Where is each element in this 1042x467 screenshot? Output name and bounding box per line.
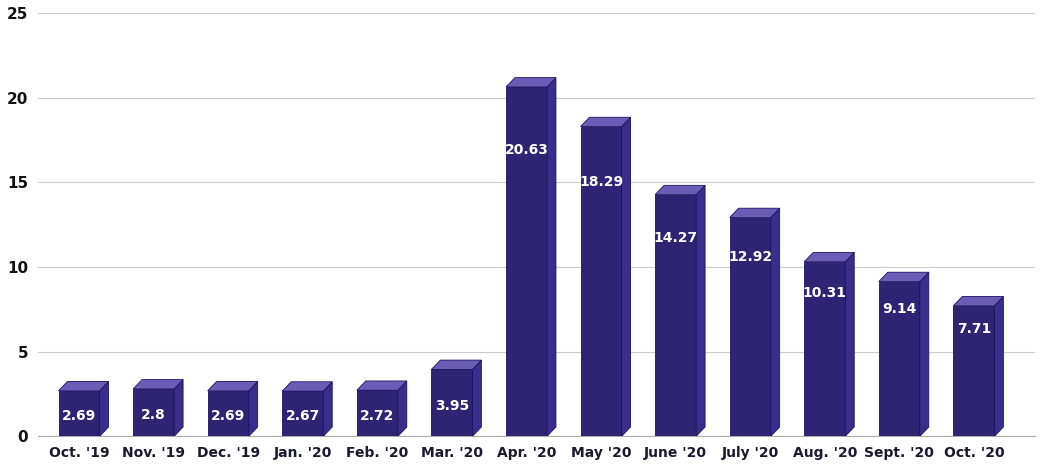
Polygon shape <box>696 185 705 436</box>
Text: 2.67: 2.67 <box>286 409 320 423</box>
Polygon shape <box>133 389 174 436</box>
Polygon shape <box>174 380 183 436</box>
Polygon shape <box>622 117 630 436</box>
Polygon shape <box>729 208 779 218</box>
Text: 10.31: 10.31 <box>802 286 847 300</box>
Polygon shape <box>771 208 779 436</box>
Polygon shape <box>323 382 332 436</box>
Polygon shape <box>878 282 920 436</box>
Polygon shape <box>953 306 994 436</box>
Polygon shape <box>58 391 100 436</box>
Polygon shape <box>845 252 854 436</box>
Text: 2.72: 2.72 <box>361 409 395 423</box>
Polygon shape <box>878 272 928 282</box>
Text: 18.29: 18.29 <box>579 175 623 189</box>
Polygon shape <box>431 360 481 369</box>
Polygon shape <box>100 382 108 436</box>
Polygon shape <box>58 382 108 391</box>
Polygon shape <box>580 127 622 436</box>
Polygon shape <box>282 382 332 391</box>
Polygon shape <box>472 360 481 436</box>
Text: 20.63: 20.63 <box>504 143 548 157</box>
Polygon shape <box>920 272 928 436</box>
Text: 2.69: 2.69 <box>212 409 245 423</box>
Text: 14.27: 14.27 <box>653 231 698 245</box>
Text: 7.71: 7.71 <box>957 322 991 336</box>
Polygon shape <box>655 185 705 195</box>
Polygon shape <box>282 391 323 436</box>
Polygon shape <box>655 195 696 436</box>
Text: 3.95: 3.95 <box>435 399 469 413</box>
Polygon shape <box>953 297 1003 306</box>
Text: 2.69: 2.69 <box>61 409 96 423</box>
Polygon shape <box>207 391 249 436</box>
Polygon shape <box>398 381 406 436</box>
Text: 12.92: 12.92 <box>728 250 772 264</box>
Text: 9.14: 9.14 <box>883 303 917 317</box>
Polygon shape <box>207 382 257 391</box>
Polygon shape <box>506 78 556 87</box>
Polygon shape <box>133 380 183 389</box>
Polygon shape <box>356 381 406 390</box>
Polygon shape <box>804 262 845 436</box>
Polygon shape <box>804 252 854 262</box>
Polygon shape <box>356 390 398 436</box>
Text: 2.8: 2.8 <box>142 408 166 422</box>
Polygon shape <box>994 297 1003 436</box>
Polygon shape <box>506 87 547 436</box>
Polygon shape <box>729 218 771 436</box>
Polygon shape <box>547 78 556 436</box>
Polygon shape <box>431 369 472 436</box>
Polygon shape <box>580 117 630 127</box>
Polygon shape <box>249 382 257 436</box>
